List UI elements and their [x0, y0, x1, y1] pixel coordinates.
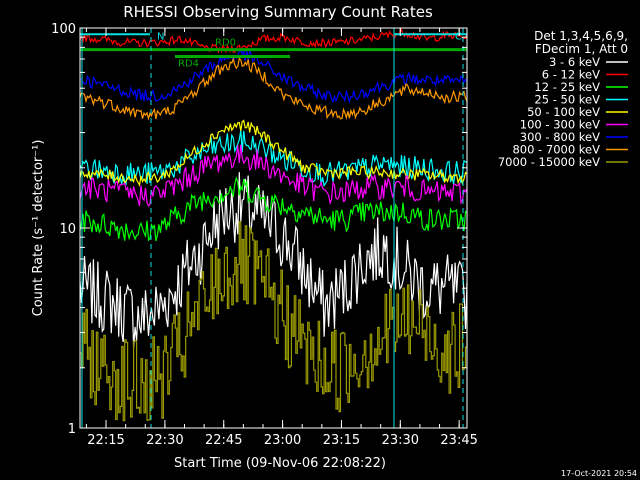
flag-rd0-label: RD0 [215, 38, 236, 49]
series-line [79, 28, 468, 54]
y-tick-label: 100 [51, 22, 76, 37]
x-tick-label: 23:30 [382, 433, 419, 448]
attenuator-info: FDecim 1, Att 0 [535, 42, 628, 56]
flag-rd4-label: RD4 [178, 59, 199, 70]
legend-label: 6 - 12 keV [542, 68, 600, 82]
y-tick-label: 10 [59, 222, 76, 237]
series-line [79, 119, 468, 187]
x-tick-label: 22:30 [146, 433, 183, 448]
y-axis-label: Count Rate (s⁻¹ detector⁻¹) [31, 140, 46, 317]
legend-label: 300 - 800 keV [520, 130, 600, 144]
legend-label: 50 - 100 keV [527, 105, 600, 119]
legend-label: 25 - 50 keV [534, 93, 600, 107]
chart-title: RHESSI Observing Summary Count Rates [123, 3, 433, 21]
x-tick-label: 22:45 [205, 433, 242, 448]
legend-label: 3 - 6 keV [549, 55, 600, 69]
x-tick-label: 23:15 [323, 433, 360, 448]
series-line [80, 221, 468, 422]
legend-label: 12 - 25 keV [534, 80, 600, 94]
x-axis-label: Start Time (09-Nov-06 22:08:22) [174, 456, 386, 471]
legend-label: 100 - 300 keV [520, 118, 600, 132]
series-line [79, 56, 468, 121]
flag-n-label: N [157, 31, 164, 42]
x-tick-label: 22:15 [87, 433, 124, 448]
legend-label: 7000 - 15000 keV [498, 155, 600, 169]
x-tick-label: 23:45 [440, 433, 477, 448]
series-layer [79, 28, 468, 422]
flag-layer: RD0 RD4 N C [80, 31, 467, 70]
y-tick-layer: 1 10 100 [51, 22, 467, 437]
y-tick-label: 1 [68, 422, 76, 437]
series-line [79, 144, 468, 207]
plot-timestamp: 17-Oct-2021 20:54 [561, 469, 637, 478]
legend-label: 800 - 7000 keV [512, 143, 600, 157]
detector-info: Det 1,3,4,5,6,9, [534, 29, 628, 43]
series-line [79, 49, 468, 104]
series-line [79, 175, 468, 242]
x-tick-layer: 22:15 22:30 22:45 23:00 23:15 23:30 23:45 [85, 28, 478, 448]
x-tick-label: 23:00 [264, 433, 301, 448]
flag-c-label: C [455, 31, 462, 42]
